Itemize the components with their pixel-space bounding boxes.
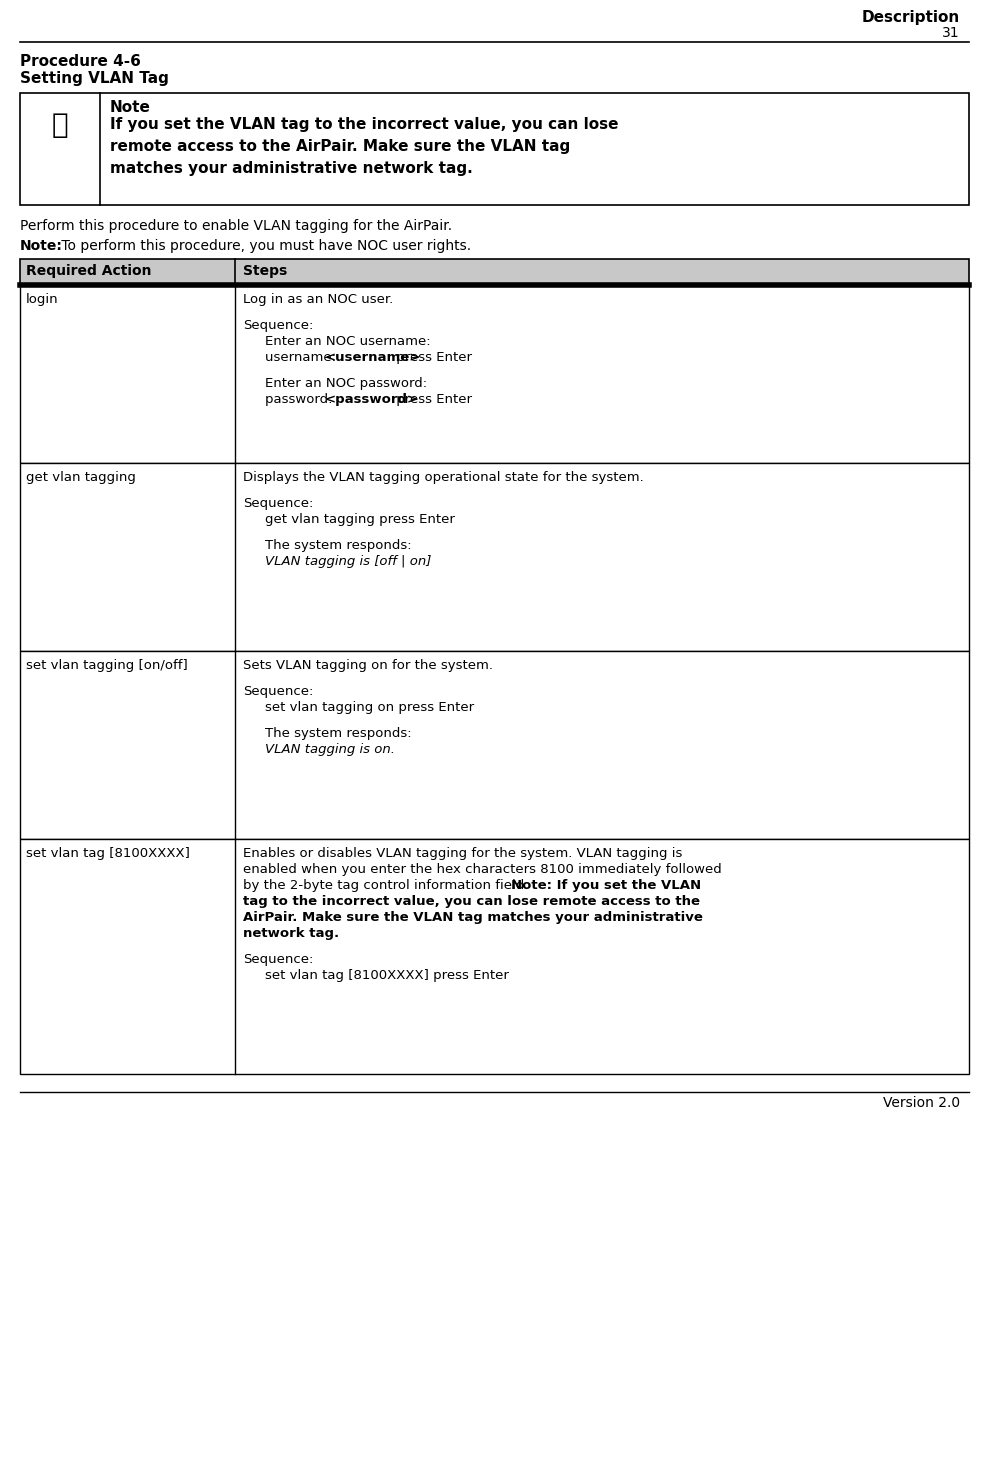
Text: Enter an NOC password:: Enter an NOC password: <box>265 378 427 389</box>
Text: Sequence:: Sequence: <box>243 685 314 698</box>
Text: login: login <box>26 293 58 306</box>
Text: The system responds:: The system responds: <box>265 539 411 553</box>
Text: remote access to the AirPair. Make sure the VLAN tag: remote access to the AirPair. Make sure … <box>110 139 571 155</box>
Text: The system responds:: The system responds: <box>265 728 411 741</box>
Text: Procedure 4-6: Procedure 4-6 <box>20 54 140 69</box>
Text: Log in as an NOC user.: Log in as an NOC user. <box>243 293 394 306</box>
Text: set vlan tag [8100XXXX]: set vlan tag [8100XXXX] <box>26 847 190 860</box>
Text: Description: Description <box>861 10 960 25</box>
Text: get vlan tagging press Enter: get vlan tagging press Enter <box>265 513 455 526</box>
Bar <box>20 652 969 838</box>
Text: VLAN tagging is [off | on]: VLAN tagging is [off | on] <box>265 555 431 569</box>
Bar <box>20 93 969 206</box>
Text: get vlan tagging: get vlan tagging <box>26 471 135 484</box>
Text: set vlan tagging on press Enter: set vlan tagging on press Enter <box>265 701 474 714</box>
Bar <box>20 260 969 284</box>
Text: enabled when you enter the hex characters 8100 immediately followed: enabled when you enter the hex character… <box>243 863 722 876</box>
Text: To perform this procedure, you must have NOC user rights.: To perform this procedure, you must have… <box>57 239 471 254</box>
Text: <username>: <username> <box>324 351 421 364</box>
Text: ⓘ: ⓘ <box>51 111 68 139</box>
Text: Sets VLAN tagging on for the system.: Sets VLAN tagging on for the system. <box>243 659 493 672</box>
Text: network tag.: network tag. <box>243 927 339 940</box>
Text: press Enter: press Enter <box>393 394 473 405</box>
Text: Required Action: Required Action <box>26 264 151 278</box>
Text: by the 2-byte tag control information field.: by the 2-byte tag control information fi… <box>243 879 533 892</box>
Text: If you set the VLAN tag to the incorrect value, you can lose: If you set the VLAN tag to the incorrect… <box>110 117 618 133</box>
Text: tag to the incorrect value, you can lose remote access to the: tag to the incorrect value, you can lose… <box>243 895 700 908</box>
Text: Perform this procedure to enable VLAN tagging for the AirPair.: Perform this procedure to enable VLAN ta… <box>20 219 452 233</box>
Text: Note: If you set the VLAN: Note: If you set the VLAN <box>510 879 701 892</box>
Text: Setting VLAN Tag: Setting VLAN Tag <box>20 71 169 86</box>
Text: set vlan tag [8100XXXX] press Enter: set vlan tag [8100XXXX] press Enter <box>265 970 509 983</box>
Text: Steps: Steps <box>243 264 287 278</box>
Text: Note:: Note: <box>20 239 63 254</box>
Text: Sequence:: Sequence: <box>243 497 314 510</box>
Text: password:: password: <box>265 394 336 405</box>
Text: press Enter: press Enter <box>393 351 473 364</box>
Text: matches your administrative network tag.: matches your administrative network tag. <box>110 160 473 176</box>
Bar <box>20 838 969 1075</box>
Bar <box>20 464 969 652</box>
Text: 31: 31 <box>943 26 960 39</box>
Text: Sequence:: Sequence: <box>243 319 314 332</box>
Bar <box>20 284 969 464</box>
Text: set vlan tagging [on/off]: set vlan tagging [on/off] <box>26 659 188 672</box>
Text: VLAN tagging is on.: VLAN tagging is on. <box>265 744 395 757</box>
Text: <password>: <password> <box>324 394 418 405</box>
Text: Enter an NOC username:: Enter an NOC username: <box>265 335 430 348</box>
Text: Enables or disables VLAN tagging for the system. VLAN tagging is: Enables or disables VLAN tagging for the… <box>243 847 682 860</box>
Text: username:: username: <box>265 351 340 364</box>
Text: Sequence:: Sequence: <box>243 954 314 967</box>
Text: Note: Note <box>110 101 151 115</box>
Text: Version 2.0: Version 2.0 <box>883 1096 960 1110</box>
Text: AirPair. Make sure the VLAN tag matches your administrative: AirPair. Make sure the VLAN tag matches … <box>243 911 703 924</box>
Text: Displays the VLAN tagging operational state for the system.: Displays the VLAN tagging operational st… <box>243 471 644 484</box>
